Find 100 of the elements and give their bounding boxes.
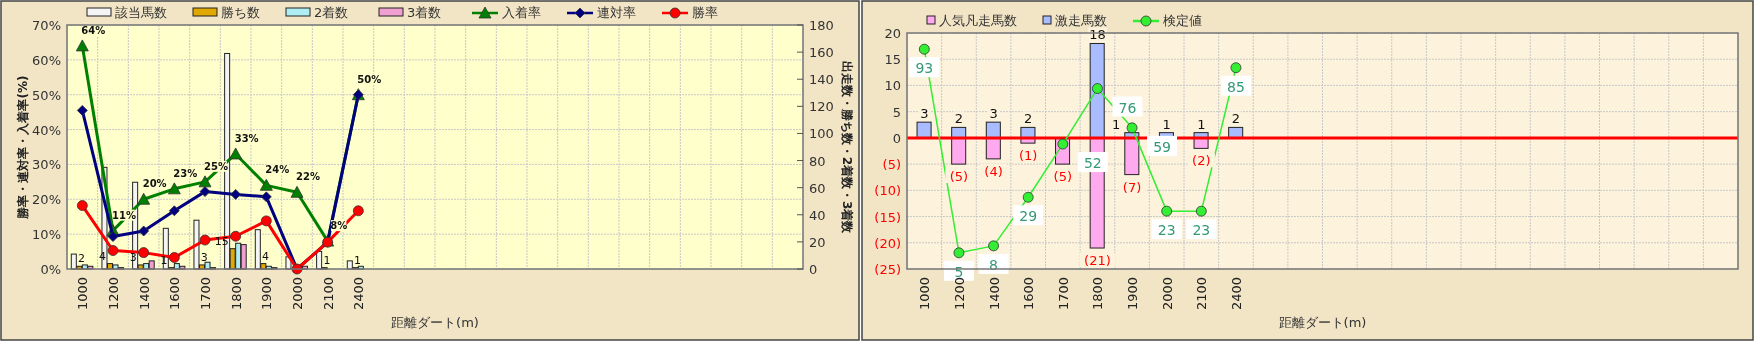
legend-label: 連対率: [597, 5, 636, 20]
data-label: 1: [354, 253, 362, 267]
y-tick-label: 20: [884, 26, 901, 41]
data-label: 1: [1197, 116, 1206, 132]
y2-tick-label: 80: [809, 153, 826, 169]
y-tick-label: (25): [874, 262, 901, 277]
legend-label: 検定値: [1163, 13, 1202, 28]
data-label: 2: [954, 111, 964, 127]
y-tick-label: (10): [874, 183, 901, 199]
legend-label: 人気凡走馬数: [939, 13, 1017, 28]
y2-axis-title: 出走数・勝ち数・2着数・3着数: [840, 60, 854, 235]
data-label: 50%: [357, 73, 382, 85]
data-label: 4: [262, 249, 270, 263]
data-label: 3: [989, 106, 998, 122]
data-label: 76: [1118, 99, 1137, 116]
data-label: 3: [200, 250, 208, 264]
x-tick-label: 1700: [198, 277, 213, 311]
x-tick-label: 1200: [106, 277, 121, 311]
y-tick-label: (5): [882, 157, 901, 173]
y2-tick-label: 120: [809, 99, 834, 115]
x-tick-label: 1000: [75, 277, 91, 311]
data-label: 64%: [81, 24, 106, 36]
y-tick-label: 10%: [32, 227, 61, 243]
x-tick-label: 2400: [1228, 277, 1244, 311]
x-tick-label: 1900: [1125, 277, 1141, 311]
legend-label: 激走馬数: [1055, 13, 1107, 28]
x-tick-label: 1800: [1090, 277, 1106, 311]
y2-tick-label: 20: [809, 234, 826, 250]
y-tick-label: 15: [884, 52, 901, 68]
data-label: 25%: [204, 160, 228, 172]
data-label: (2): [1192, 153, 1211, 169]
data-label: (7): [1122, 179, 1142, 195]
y-tick-label: 50%: [32, 87, 61, 103]
y2-tick-label: 0: [809, 262, 818, 277]
legend-label: 2着数: [314, 5, 349, 20]
y-tick-label: 5: [892, 104, 901, 120]
y2-tick-label: 160: [809, 45, 834, 61]
data-label: 2: [78, 252, 86, 266]
y2-tick-label: 100: [809, 126, 834, 142]
data-label: 52: [1083, 155, 1102, 172]
x-tick-label: 1800: [228, 277, 244, 311]
data-label: 85: [1227, 78, 1245, 95]
data-label: 93: [915, 60, 934, 77]
x-tick-label: 2400: [351, 277, 367, 311]
x-tick-label: 1400: [986, 277, 1002, 311]
data-label: (1): [1018, 148, 1038, 164]
x-tick-label: 2000: [290, 277, 305, 311]
data-label: (21): [1084, 253, 1111, 269]
y2-tick-label: 60: [809, 180, 826, 196]
data-label: 23: [1192, 222, 1211, 239]
data-label: (5): [949, 169, 969, 185]
x-tick-label: 2100: [1194, 277, 1210, 311]
data-label: 23%: [173, 167, 198, 179]
x-tick-label: 1400: [136, 277, 152, 311]
data-label: 29: [1019, 208, 1038, 225]
data-label: 2: [1024, 111, 1033, 127]
y-tick-label: 40%: [32, 122, 61, 138]
legend-label: 該当馬数: [115, 5, 167, 20]
x-axis-title: 距離ダート(m): [391, 315, 479, 330]
data-label: (5): [1053, 169, 1073, 185]
x-tick-label: 2000: [1159, 277, 1175, 311]
data-label: 2: [1231, 111, 1241, 127]
data-label: 1: [1111, 116, 1121, 132]
data-label: 8%: [330, 220, 348, 232]
data-label: 11%: [112, 209, 136, 221]
y-tick-label: 0: [892, 130, 901, 146]
data-label: 23: [1157, 222, 1176, 239]
data-label: 18: [1089, 27, 1106, 43]
y-tick-label: 70%: [32, 18, 61, 33]
y-tick-label: (15): [874, 209, 901, 225]
y-tick-label: 60%: [32, 52, 61, 68]
legend-label: 3着数: [407, 5, 442, 20]
data-label: 8: [989, 256, 999, 273]
x-axis-title: 距離ダート(m): [1278, 315, 1367, 330]
y2-tick-label: 180: [809, 18, 834, 33]
y-tick-label: 30%: [32, 157, 61, 173]
x-tick-label: 1600: [1021, 277, 1037, 311]
y-tick-label: 10: [884, 78, 901, 94]
x-tick-label: 1700: [1055, 277, 1071, 311]
data-label: 20%: [142, 178, 167, 190]
x-tick-label: 2100: [320, 277, 336, 311]
data-label: 33%: [234, 132, 259, 144]
y2-tick-label: 40: [809, 207, 826, 223]
data-label: (4): [984, 163, 1003, 179]
x-tick-label: 1900: [259, 277, 275, 311]
y-tick-label: (20): [874, 235, 901, 251]
legend-label: 入着率: [502, 5, 541, 20]
legend-label: 勝ち数: [221, 5, 260, 20]
data-label: 22%: [296, 171, 320, 183]
data-label: 24%: [265, 164, 290, 176]
legend-label: 勝率: [692, 5, 718, 20]
x-tick-label: 1600: [167, 277, 183, 311]
x-tick-label: 1000: [917, 277, 933, 311]
y-axis-title: 勝率・連対率・入着率(%): [16, 75, 30, 220]
data-label: 1: [323, 253, 331, 267]
data-label: 59: [1153, 138, 1171, 155]
y2-tick-label: 140: [809, 72, 834, 88]
y-tick-label: 20%: [32, 192, 61, 208]
data-label: 3: [920, 106, 929, 122]
y-tick-label: 0%: [40, 262, 61, 277]
